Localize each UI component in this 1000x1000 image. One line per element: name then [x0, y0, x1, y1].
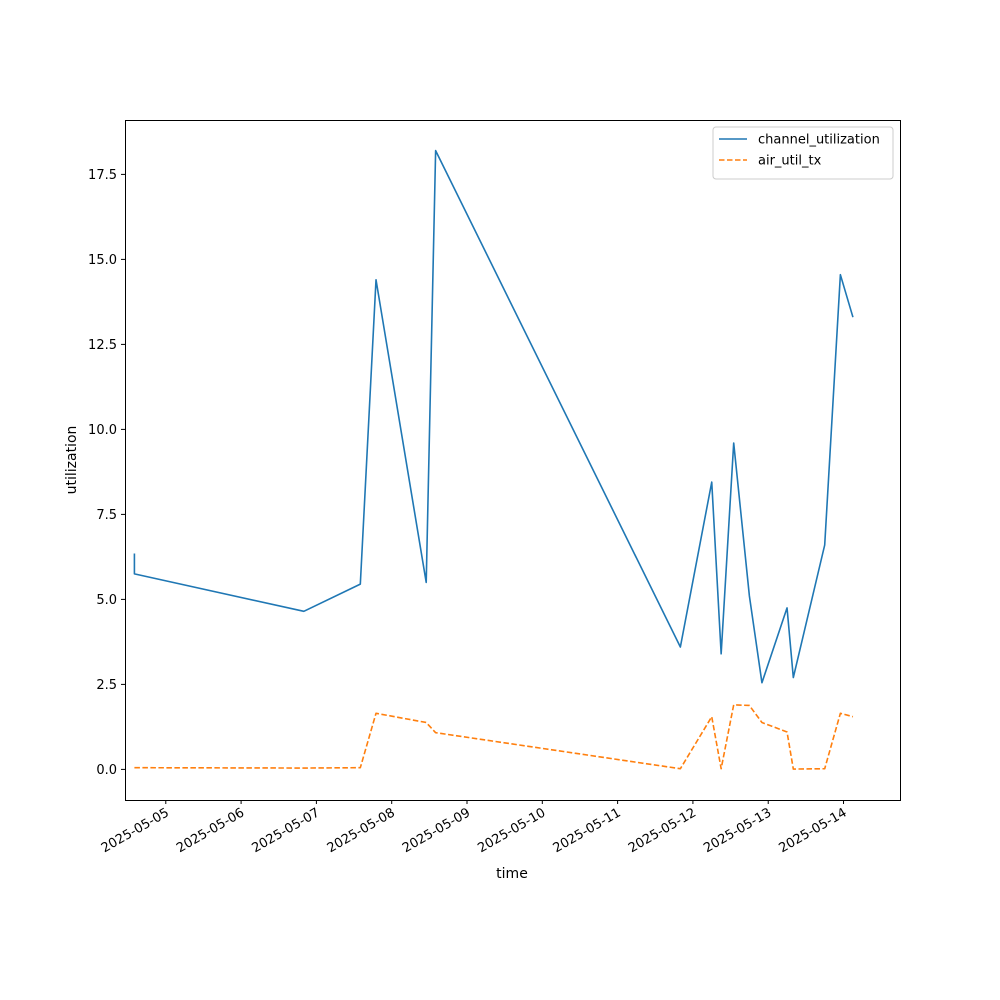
y-tick-label: 10.0: [88, 423, 117, 438]
y-tick-label: 0.0: [96, 763, 117, 778]
legend-label-air-util-tx: air_util_tx: [758, 154, 822, 169]
y-tick-label: 7.5: [96, 508, 117, 523]
x-tick-label: 2025-05-06: [174, 805, 247, 856]
y-tick-label: 2.5: [96, 678, 117, 693]
y-tick-label: 15.0: [88, 253, 117, 268]
y-tick-label: 5.0: [96, 593, 117, 608]
series-line-channel-utilization: [133, 149, 854, 684]
x-tick-label: 2025-05-14: [777, 805, 850, 856]
x-tick-label: 2025-05-12: [626, 805, 699, 856]
x-axis-label: time: [496, 866, 528, 882]
x-tick-label: 2025-05-09: [400, 805, 473, 856]
legend: channel_utilization air_util_tx: [712, 126, 894, 180]
x-tick-label: 2025-05-13: [701, 805, 774, 856]
x-tick-label: 2025-05-07: [249, 805, 322, 856]
x-tick-label: 2025-05-10: [475, 805, 548, 856]
y-axis: 0.0 2.5 5.0 7.5 10.0 12.5 15.0 17.5: [88, 168, 125, 778]
x-axis: 2025-05-05 2025-05-06 2025-05-07 2025-05-08…: [99, 800, 850, 856]
x-tick-label: 2025-05-08: [325, 805, 398, 856]
series-line-air-util-tx: [134, 704, 854, 770]
y-tick-label: 17.5: [88, 168, 117, 183]
x-tick-label: 2025-05-11: [551, 805, 624, 856]
legend-box: [712, 126, 894, 180]
plot-area-frame: [125, 120, 901, 801]
x-tick-label: 2025-05-05: [99, 805, 172, 856]
plot-series-group: [133, 149, 854, 770]
legend-label-channel-utilization: channel_utilization: [758, 133, 880, 148]
y-tick-label: 12.5: [88, 338, 117, 353]
y-axis-label: utilization: [64, 426, 80, 495]
